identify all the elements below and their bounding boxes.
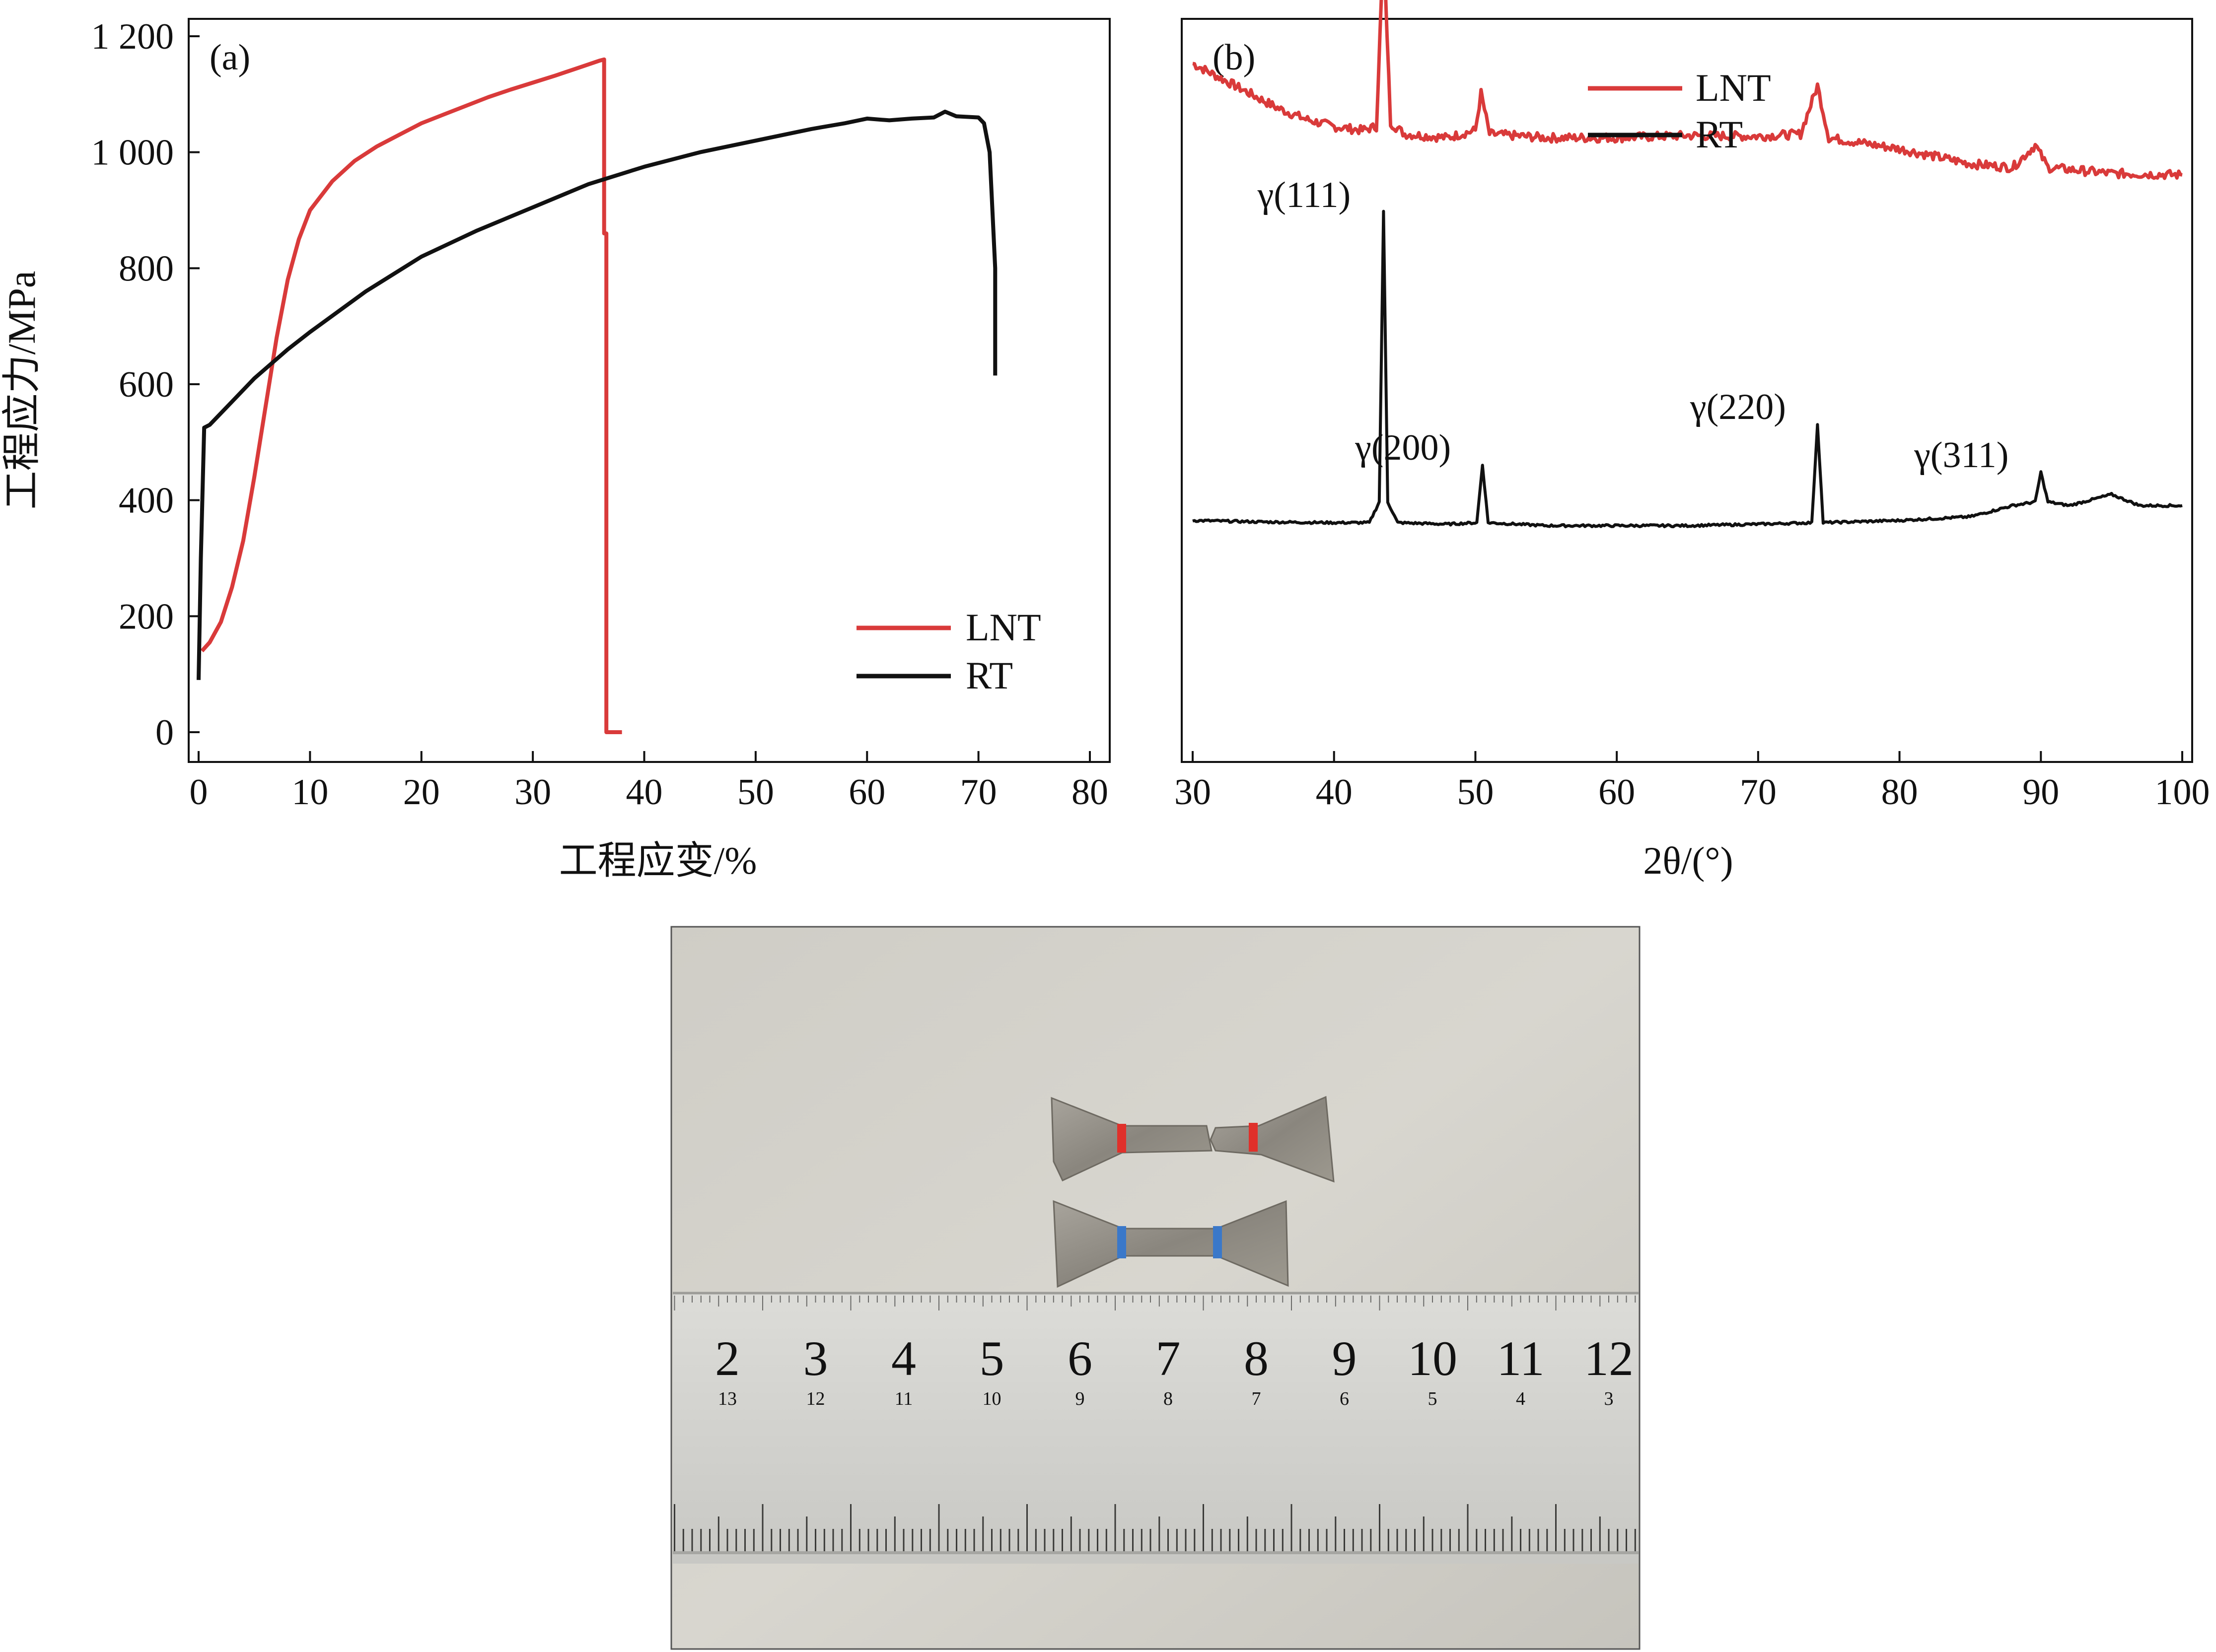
b-x-tick-label: 70 — [1740, 772, 1777, 813]
ruler-number-top: 6 — [1068, 1331, 1092, 1386]
a-x-tick-label: 70 — [960, 772, 997, 813]
a-y-tick-label: 200 — [119, 596, 174, 637]
a-y-tick-label: 1 000 — [91, 133, 174, 173]
panel-b-x-ticks: 30 40 50 60 70 80 90 100 — [1174, 751, 2210, 813]
ruler-number-top: 8 — [1244, 1331, 1269, 1386]
panel-a-legend: LNT RT — [857, 606, 1041, 697]
ruler-number-bottom: 4 — [1516, 1388, 1525, 1409]
a-x-tick-label: 50 — [737, 772, 774, 813]
a-x-tick-label: 10 — [291, 772, 328, 813]
a-x-tick-label: 30 — [514, 772, 551, 813]
b-x-tick-label: 30 — [1174, 772, 1211, 813]
ruler-number-bottom: 3 — [1604, 1388, 1614, 1409]
ruler-top-ticks — [674, 1296, 1636, 1310]
panel-a-y-ticks: 0 200 400 600 800 1 000 1 200 — [91, 16, 200, 753]
a-x-tick-label: 20 — [403, 772, 440, 813]
panel-a-frame — [188, 18, 1111, 763]
b-peak-label: γ(111) — [1257, 175, 1351, 215]
a-x-tick-label: 0 — [190, 772, 208, 813]
legend-rt-label-b: RT — [1696, 113, 1743, 156]
b-series-line-rt — [1192, 209, 2183, 529]
ruler-number-bottom: 6 — [1340, 1388, 1349, 1409]
a-x-tick-label: 40 — [626, 772, 663, 813]
panel-a-x-ticks: 0 10 20 30 40 50 60 70 80 — [190, 751, 1108, 813]
b-peak-label: γ(311) — [1914, 435, 2008, 476]
lnt-marker-left — [1117, 1124, 1126, 1153]
b-series-line-lnt — [1192, 0, 2183, 180]
ruler-number-bottom: 7 — [1252, 1388, 1261, 1409]
b-x-tick-label: 80 — [1881, 772, 1918, 813]
ruler-number-top: 9 — [1332, 1331, 1357, 1386]
ruler-body — [673, 1293, 1639, 1564]
b-x-tick-label: 40 — [1316, 772, 1353, 813]
panel-b-x-axis-label: 2θ/(°) — [1643, 839, 1733, 882]
rt-marker-left — [1117, 1226, 1126, 1258]
lnt-specimen — [1051, 1096, 1335, 1183]
rt-specimen — [1053, 1200, 1289, 1288]
ruler-number-bottom: 12 — [806, 1388, 825, 1409]
ruler-number-top: 10 — [1408, 1331, 1457, 1386]
panel-a-x-axis-label: 工程应变/% — [559, 839, 757, 882]
ruler-number-top: 12 — [1584, 1331, 1634, 1386]
legend-lnt-label: LNT — [966, 606, 1041, 649]
panel-b-frame — [1181, 18, 2193, 763]
ruler-number-bottom: 10 — [983, 1388, 1001, 1409]
b-peak-label: γ(200) — [1355, 427, 1451, 468]
ruler-number-bottom: 11 — [895, 1388, 913, 1409]
a-y-tick-label: 600 — [119, 364, 174, 405]
ruler-number-top: 2 — [715, 1331, 740, 1386]
a-x-tick-label: 60 — [849, 772, 885, 813]
a-y-tick-label: 800 — [119, 248, 174, 289]
legend-lnt-label-b: LNT — [1696, 66, 1771, 109]
ruler-number-bottom: 9 — [1075, 1388, 1085, 1409]
b-x-tick-label: 100 — [2155, 772, 2210, 813]
a-series-line-rt — [197, 109, 998, 680]
rt-specimen-body — [1053, 1200, 1289, 1288]
b-x-tick-label: 60 — [1598, 772, 1635, 813]
a-y-tick-label: 400 — [119, 481, 174, 521]
panel-b-peak-labels: γ(111) γ(200) γ(220) γ(311) — [1257, 175, 2009, 476]
a-y-tick-label: 0 — [155, 712, 174, 753]
ruler-number-top: 3 — [803, 1331, 828, 1386]
rt-marker-right — [1213, 1226, 1222, 1258]
lnt-marker-right — [1249, 1123, 1258, 1152]
b-peak-label: γ(220) — [1690, 387, 1786, 427]
a-x-tick-label: 80 — [1072, 772, 1108, 813]
ruler-number-top: 11 — [1497, 1331, 1544, 1386]
panel-a-stress-strain: (a) 0 10 20 30 40 50 60 70 80 0 200 400 600 800 1 000… — [0, 16, 1111, 882]
ruler-bottom-ticks — [674, 1504, 1636, 1551]
ruler-number-top: 4 — [891, 1331, 916, 1386]
ruler-number-bottom: 8 — [1163, 1388, 1173, 1409]
panel-a-series — [197, 57, 998, 734]
ruler-number-top: 5 — [980, 1331, 1004, 1386]
a-y-tick-label: 1 200 — [91, 16, 174, 57]
panel-b-label: (b) — [1213, 37, 1255, 78]
panel-a-y-axis-label: 工程应力/MPa — [0, 271, 43, 509]
panel-b-series — [1192, 0, 2183, 529]
ruler-number-bottom: 5 — [1428, 1388, 1437, 1409]
panel-a-label: (a) — [210, 37, 250, 78]
b-x-tick-label: 90 — [2022, 772, 2059, 813]
lnt-specimen-right-half — [1210, 1096, 1335, 1183]
legend-rt-label: RT — [966, 654, 1013, 697]
panel-b-legend: LNT RT — [1588, 66, 1771, 156]
lnt-specimen-left-half — [1051, 1097, 1213, 1181]
b-x-tick-label: 50 — [1457, 772, 1494, 813]
ruler-number-top: 7 — [1156, 1331, 1181, 1386]
a-series-line-lnt — [200, 57, 622, 734]
panel-b-xrd: (b) 30 40 50 60 70 80 90 100 γ(111) γ(200) γ(220)… — [1174, 0, 2210, 882]
ruler-number-bottom: 13 — [718, 1388, 737, 1409]
